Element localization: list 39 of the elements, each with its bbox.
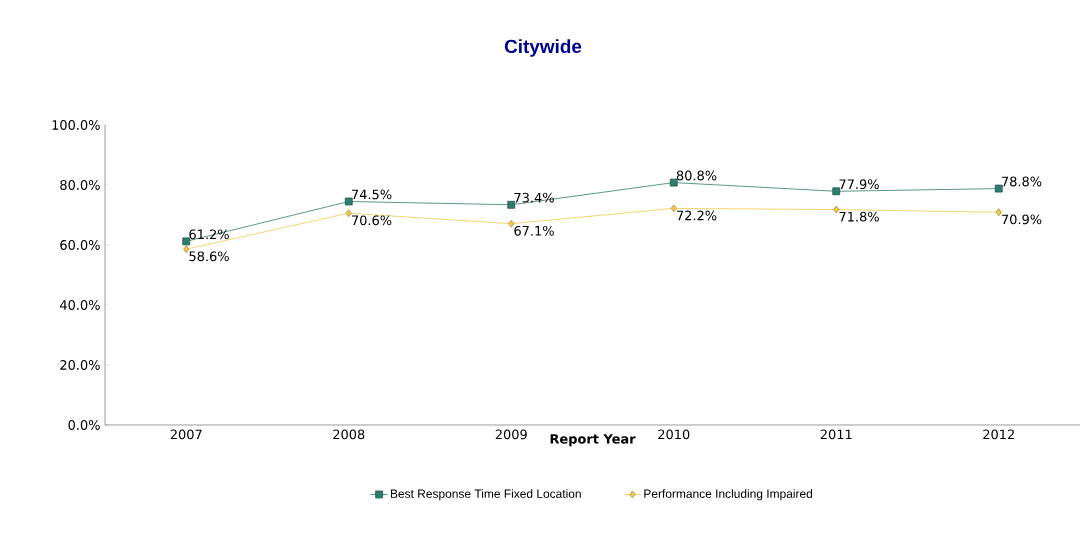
point [345, 209, 352, 218]
data-label: 74.5% [352, 189, 392, 200]
data-label: 67.1% [514, 225, 554, 236]
x-tick-label: 2010 [658, 429, 690, 440]
point [669, 178, 678, 187]
legend-label: Best Response Time Fixed Location [390, 489, 581, 501]
y-tick-label: 80.0% [60, 180, 100, 190]
point [183, 245, 190, 254]
point [995, 208, 1002, 217]
legend-label: Performance Including Impaired [644, 489, 813, 501]
point [833, 205, 840, 214]
x-tick-label: 2011 [820, 429, 852, 440]
data-label: 77.9% [839, 179, 879, 190]
y-tick-label: 60.0% [60, 240, 100, 250]
point [832, 187, 841, 196]
y-tick-label: 40.0% [59, 300, 100, 310]
y-tick-label: 20.0% [60, 360, 100, 370]
point [508, 219, 515, 228]
data-label: 80.8% [676, 170, 717, 181]
x-tick-label: 2007 [170, 429, 202, 440]
x-tick-label: 2009 [495, 429, 527, 440]
x-tick-label: 2012 [983, 429, 1014, 440]
data-label: 70.6% [352, 215, 392, 226]
y-tick-label: 100.0% [52, 120, 100, 130]
point [182, 237, 191, 246]
data-label: 72.2% [677, 210, 717, 221]
x-axis-title: Report Year [550, 434, 636, 447]
data-label: 78.8% [1002, 176, 1042, 187]
point [994, 184, 1003, 193]
data-label: 71.8% [839, 211, 879, 222]
point [507, 200, 516, 209]
x-tick-label: 2008 [333, 429, 365, 440]
y-tick-label: 0.0% [68, 420, 100, 430]
data-label: 73.4% [514, 192, 554, 203]
data-label: 58.6% [189, 251, 229, 262]
data-label: 70.9% [1002, 214, 1042, 225]
point [670, 204, 677, 213]
point [344, 197, 353, 206]
chart-title: Citywide [504, 39, 582, 57]
